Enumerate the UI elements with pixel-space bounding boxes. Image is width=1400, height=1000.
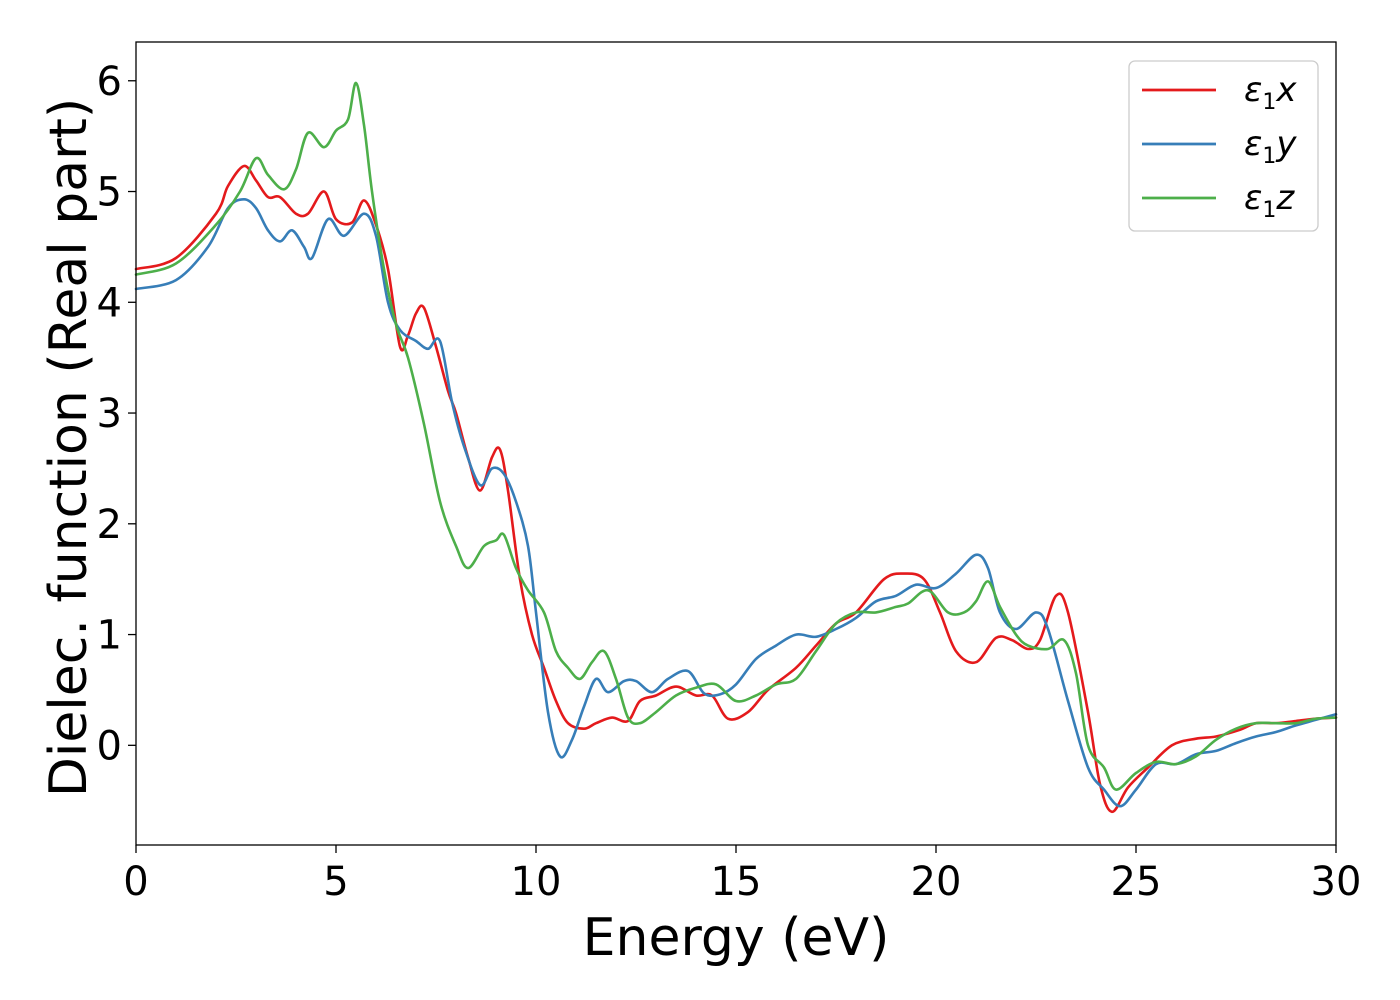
y-tick-label: 0 xyxy=(97,723,122,769)
series-line-x xyxy=(134,164,1338,814)
y-tick-label: 6 xyxy=(97,59,122,105)
legend-label-z: ε1z xyxy=(1244,178,1295,223)
series-line-z xyxy=(134,81,1338,791)
legend-box xyxy=(1128,60,1319,232)
legend: ε1x ε1y ε1z xyxy=(1128,60,1319,232)
y-tick-label: 2 xyxy=(97,502,122,548)
legend-label-y: ε1y xyxy=(1244,124,1297,169)
y-axis: 0 1 2 3 4 5 6 xyxy=(97,59,136,769)
x-tick-label: 15 xyxy=(711,859,762,905)
legend-label-x: ε1x xyxy=(1244,70,1297,115)
series-line-y xyxy=(134,198,1338,808)
x-tick-label: 0 xyxy=(123,859,148,905)
y-tick-label: 3 xyxy=(97,391,122,437)
x-axis-title: Energy (eV) xyxy=(583,908,890,968)
x-tick-label: 5 xyxy=(323,859,348,905)
x-tick-label: 30 xyxy=(1311,859,1362,905)
x-tick-label: 25 xyxy=(1111,859,1162,905)
x-tick-label: 10 xyxy=(511,859,562,905)
x-axis: 0 5 10 15 20 25 30 xyxy=(123,845,1361,905)
y-tick-label: 4 xyxy=(97,280,122,326)
y-tick-label: 5 xyxy=(97,170,122,216)
y-tick-label: 1 xyxy=(97,613,122,659)
plot-lines xyxy=(134,81,1338,814)
x-tick-label: 20 xyxy=(911,859,962,905)
y-axis-title: Dielec. function (Real part) xyxy=(39,98,99,797)
